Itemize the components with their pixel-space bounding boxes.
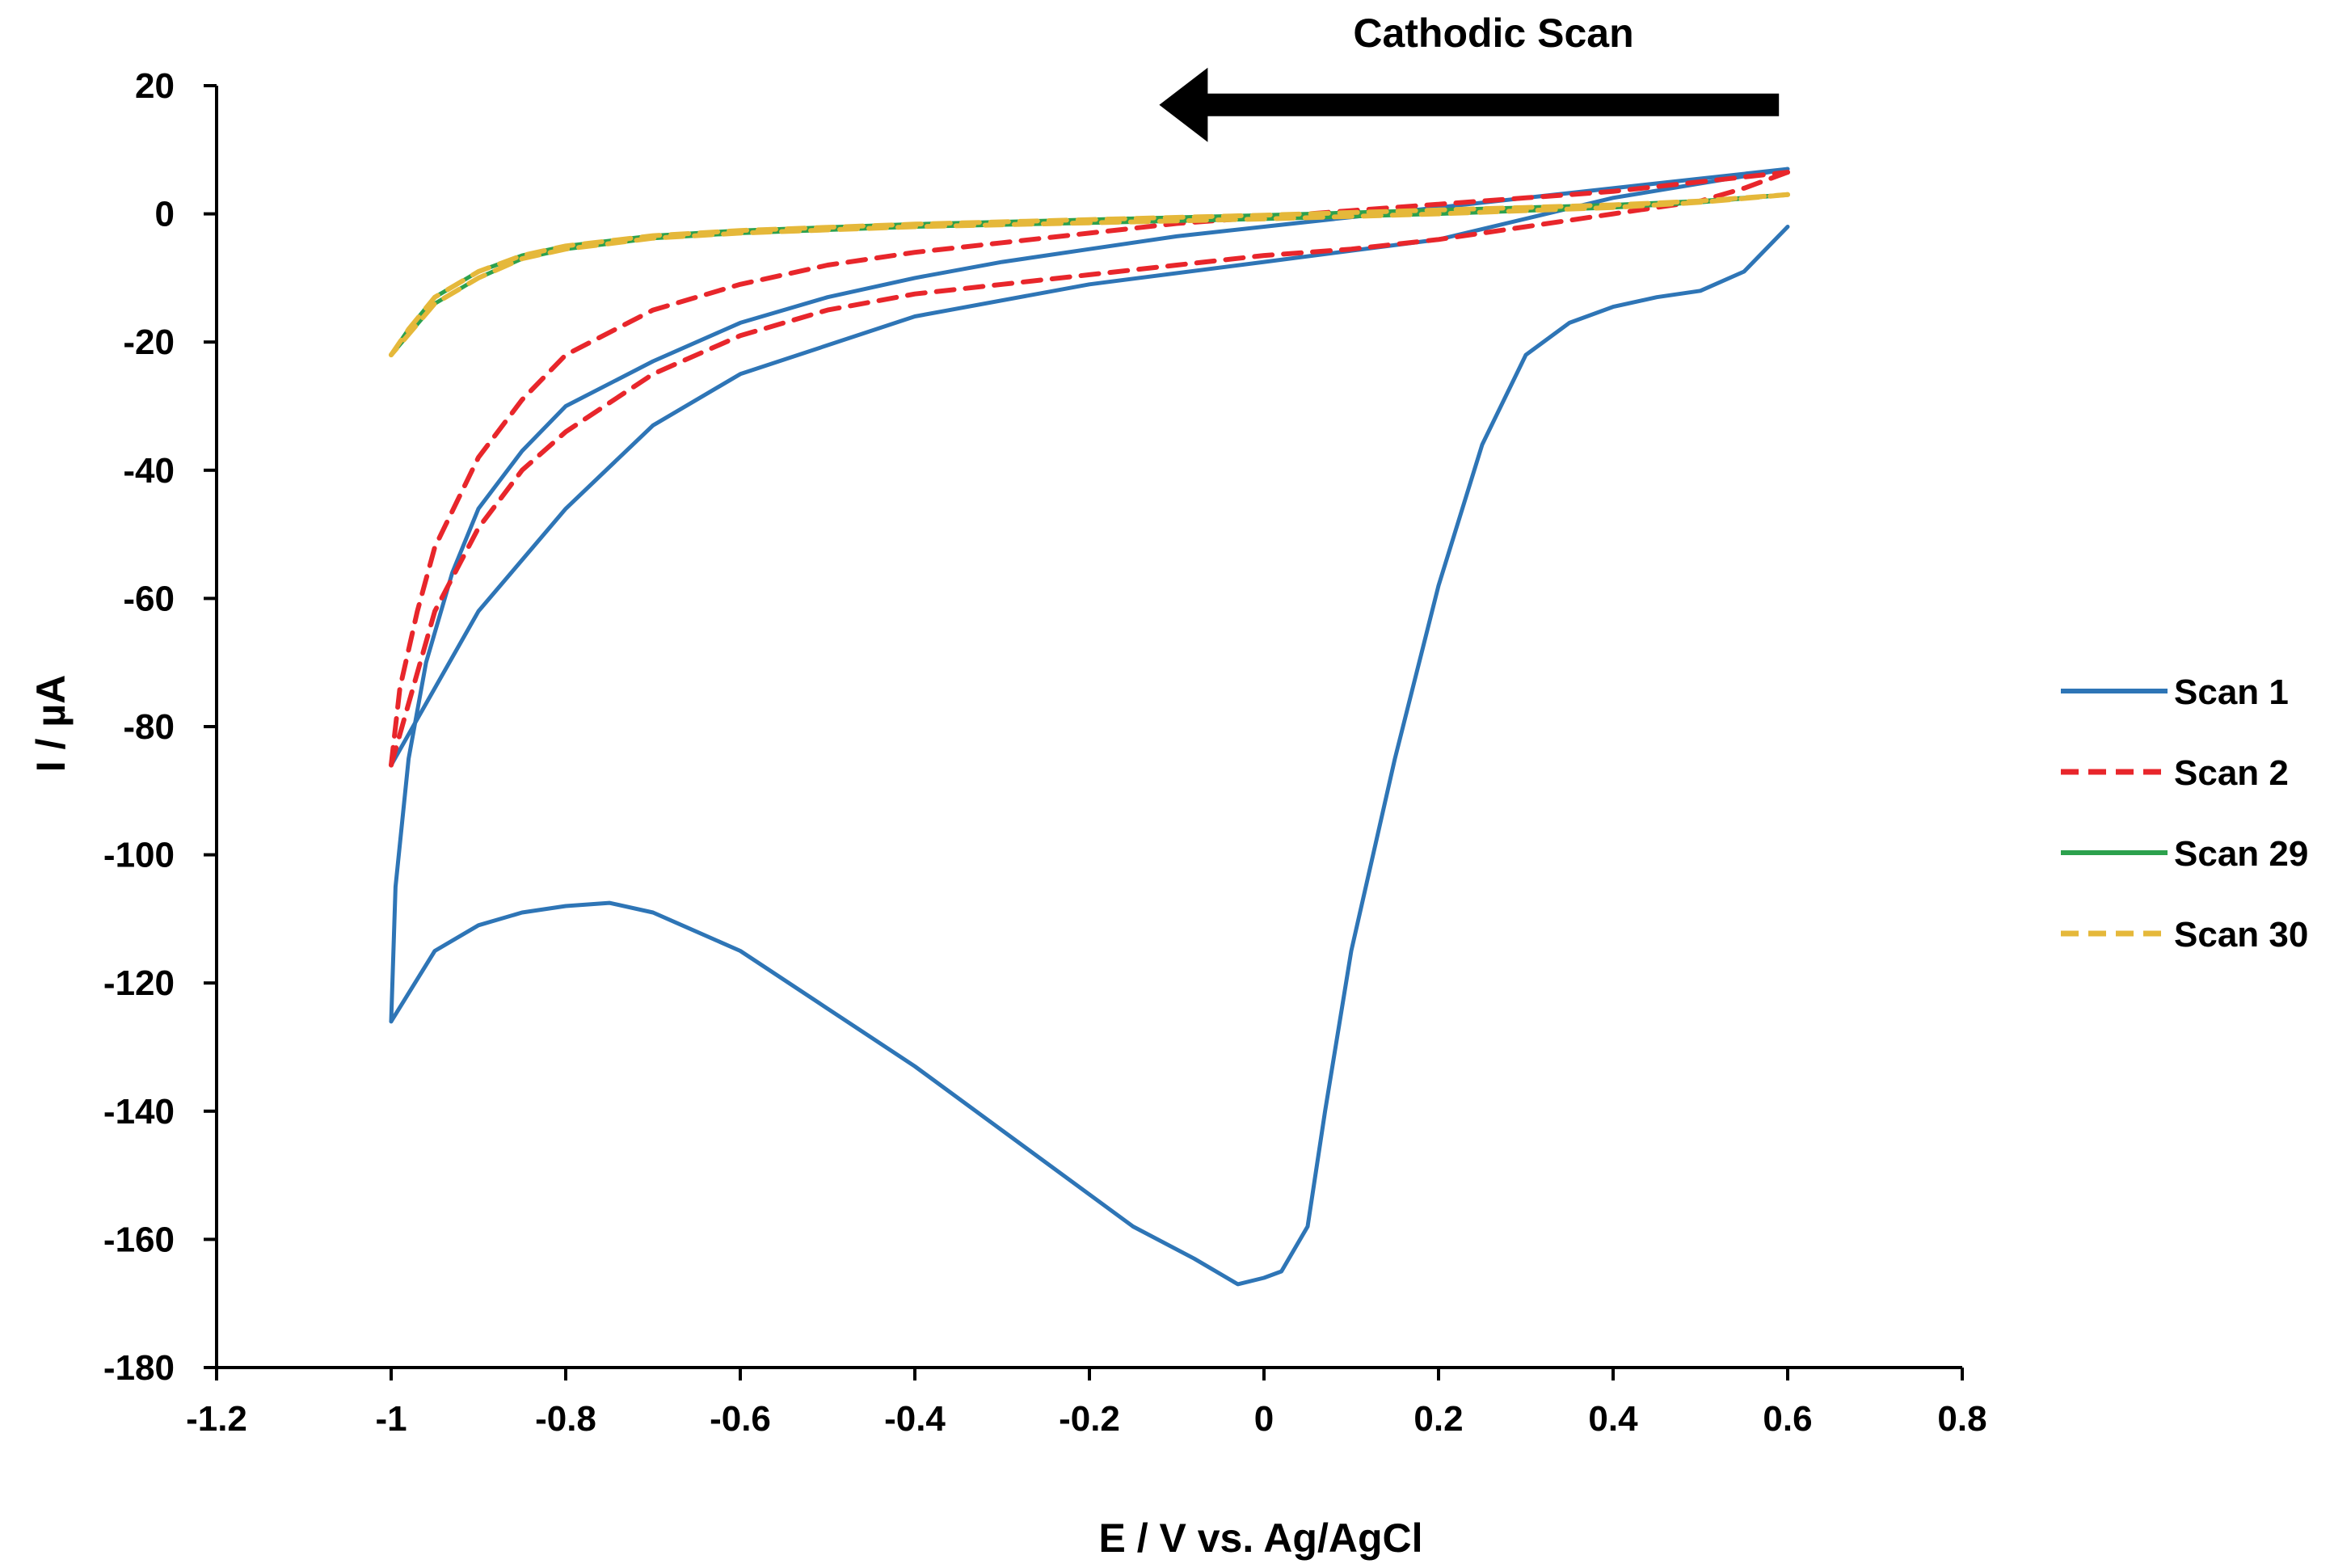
scan-1-anodic-line <box>389 166 1790 1024</box>
y-tick-label: 0 <box>155 195 175 234</box>
y-tick-label: -20 <box>123 322 175 362</box>
y-tick-label: -60 <box>123 579 175 618</box>
y-tick-label: -40 <box>123 451 175 491</box>
scan-1-cathodic-line <box>389 225 1790 1287</box>
y-tick-label: -180 <box>103 1348 175 1388</box>
legend-label-scan-30: Scan 30 <box>2174 915 2308 955</box>
x-tick-label: -0.2 <box>1059 1399 1120 1439</box>
x-tick-label: 0 <box>1254 1399 1274 1439</box>
annotation-text: Cathodic Scan <box>1353 11 1633 56</box>
x-tick-label: -0.6 <box>710 1399 771 1439</box>
legend-label-scan-2: Scan 2 <box>2174 753 2289 793</box>
y-tick-label: -80 <box>123 707 175 747</box>
x-tick-label: -0.4 <box>884 1399 946 1439</box>
y-ticks: 20 0 -20 -40 -60 -80 -100 -120 -140 -160 -180 <box>103 66 217 1388</box>
y-axis-title: I / µA <box>28 675 74 772</box>
y-tick-label: -160 <box>103 1220 175 1259</box>
x-axis-title: E / V vs. Ag/AgCl <box>1098 1515 1422 1561</box>
scan-2-anodic-line <box>389 170 1790 768</box>
y-tick-label: 20 <box>135 66 175 106</box>
scan-30-anodic-line <box>389 192 1790 358</box>
x-tick-label: 0.2 <box>1413 1399 1463 1439</box>
scan-1-return-line <box>389 166 1790 768</box>
scan-2-cathodic-line <box>389 170 1790 768</box>
arrow-left-icon <box>1159 67 1208 142</box>
plot-area: -1.2 -1 -0.8 -0.6 -0.4 -0.2 0 0.2 0.4 0.6 0.8 200-… <box>103 66 1987 1439</box>
scan-30-cathodic-line <box>389 192 1790 358</box>
y-tick-label: -100 <box>103 836 175 875</box>
legend-label-scan-29: Scan 29 <box>2174 834 2308 874</box>
x-ticks: -1.2 -1 -0.8 -0.6 -0.4 -0.2 0 0.2 0.4 0.6 0.8 <box>186 1368 1987 1439</box>
axes-layer: -1.2 -1 -0.8 -0.6 -0.4 -0.2 0 0.2 0.4 0.6 0.8 200-… <box>103 66 1987 1439</box>
x-tick-label: -1.2 <box>186 1399 247 1439</box>
x-tick-label: -0.8 <box>535 1399 596 1439</box>
legend-label-scan-1: Scan 1 <box>2174 672 2289 712</box>
legend: Scan 1 Scan 2 Scan 29 Scan 30 <box>2061 672 2308 955</box>
x-tick-label: -1 <box>375 1399 407 1439</box>
series-layer <box>389 166 1790 1287</box>
x-tick-label: 0.6 <box>1763 1399 1812 1439</box>
y-tick-label: -120 <box>103 963 175 1003</box>
cathodic-scan-annotation: Cathodic Scan <box>1159 11 1780 142</box>
y-tick-label: -140 <box>103 1092 175 1132</box>
x-tick-label: 0.4 <box>1588 1399 1638 1439</box>
x-tick-label: 0.8 <box>1937 1399 1986 1439</box>
